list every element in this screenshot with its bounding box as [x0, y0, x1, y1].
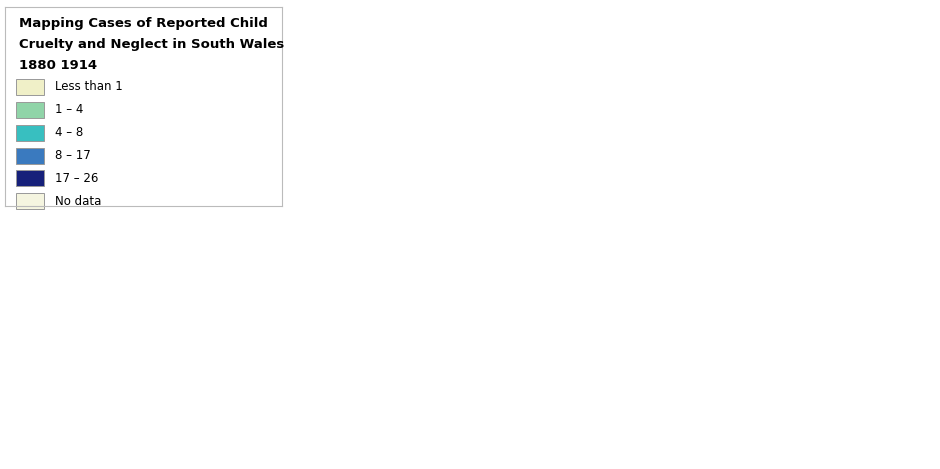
Text: Mapping Cases of Reported Child: Mapping Cases of Reported Child	[19, 17, 268, 30]
Bar	[16, 148, 43, 164]
Text: 1 – 4: 1 – 4	[55, 103, 83, 116]
Text: 8 – 17: 8 – 17	[55, 149, 90, 162]
Bar	[16, 170, 43, 187]
Text: Less than 1: Less than 1	[55, 80, 122, 93]
Bar	[16, 102, 43, 118]
Text: 4 – 8: 4 – 8	[55, 126, 83, 139]
Text: Cruelty and Neglect in South Wales: Cruelty and Neglect in South Wales	[19, 38, 284, 51]
Bar	[16, 79, 43, 95]
Text: No data: No data	[55, 195, 101, 208]
Text: 1880 1914: 1880 1914	[19, 59, 97, 72]
Bar	[16, 125, 43, 141]
Bar	[16, 193, 43, 209]
Text: 17 – 26: 17 – 26	[55, 172, 98, 185]
